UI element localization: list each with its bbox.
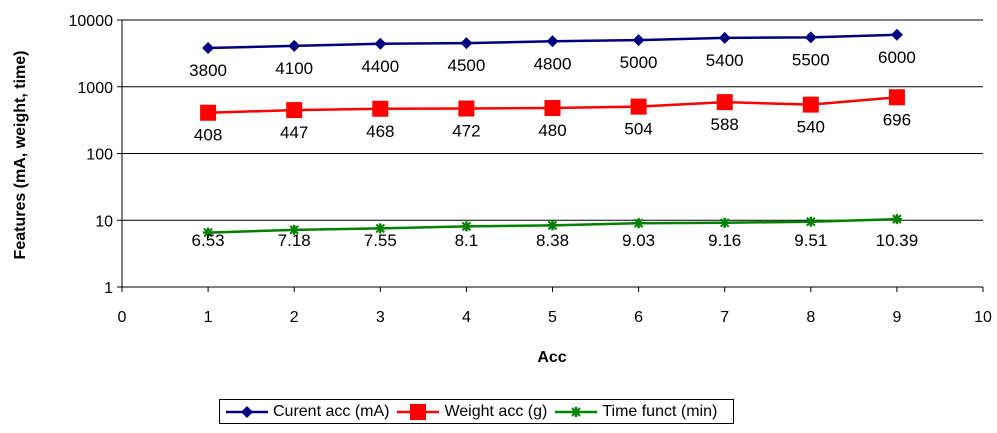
x-tick-label: 8 [806,309,815,326]
data-label: 472 [452,122,480,141]
data-label: 480 [538,121,566,140]
data-point [461,221,472,232]
legend-item: Time funct (min) [553,403,717,421]
data-point [203,227,214,238]
x-tick-label: 5 [548,309,557,326]
data-label: 6.53 [192,231,225,250]
data-point [805,216,816,227]
y-axis-title: Features (mA, weight, time) [12,51,29,260]
data-label: 8.1 [455,231,479,250]
legend-swatch [397,403,440,420]
data-label: 5000 [620,53,658,72]
data-point [374,37,387,50]
data-point [202,42,215,55]
data-labels: 3800 4100 4400 4500 4800 5000 5400 5500 6000 408 4… [189,48,918,250]
legend-marker [410,403,427,420]
series-3 [203,214,902,238]
x-tick-label: 7 [720,309,729,326]
data-point [633,218,644,229]
x-tick-label: 4 [462,309,471,326]
x-tick-label: 10 [974,309,992,326]
x-tick-label: 2 [290,309,299,326]
data-point [375,223,386,234]
data-label: 4400 [361,57,399,76]
series-1 [202,28,903,55]
data-label: 9.16 [708,231,741,250]
data-label: 4500 [447,56,485,75]
x-tick-label: 9 [892,309,901,326]
data-label: 6000 [878,48,916,67]
legend-swatch [555,406,598,417]
series-group [200,28,905,238]
legend-marker [241,405,253,418]
data-point [460,37,473,50]
data-point [718,31,731,44]
data-point [458,100,475,117]
data-label: 4100 [275,59,313,78]
data-point [890,28,903,41]
y-tick-label: 10000 [69,13,114,30]
legend-item: Weight acc (g) [395,403,547,421]
series-2 [200,89,905,121]
legend-swatch [226,405,268,418]
data-point [888,89,905,106]
data-label: 5400 [706,51,744,70]
data-point [288,39,301,52]
data-label: 696 [883,110,911,129]
x-tick-label: 0 [118,309,127,326]
data-point [891,214,902,225]
data-label: 10.39 [876,231,919,250]
data-label: 504 [624,120,652,139]
x-axis-title: Acc [537,349,566,366]
data-label: 9.51 [794,231,827,250]
data-point [630,98,647,115]
y-tick-label: 1000 [77,80,113,97]
data-point [544,100,561,117]
data-point [804,31,817,44]
data-label: 588 [711,115,739,134]
data-point [632,34,645,47]
data-point [289,224,300,235]
data-point [719,217,730,228]
data-point [286,102,303,119]
data-point [547,220,558,231]
x-tick-label: 6 [634,309,643,326]
data-label: 8.38 [536,231,569,250]
data-label: 540 [797,118,825,137]
y-tick-label: 100 [86,147,113,164]
data-label: 7.18 [278,231,311,250]
data-label: 4800 [534,54,572,73]
data-point [200,104,217,121]
data-label: 9.03 [622,231,655,250]
data-label: 7.55 [364,231,397,250]
y-tick-label: 10 [95,213,113,230]
x-tick-label: 3 [376,309,385,326]
legend-label: Curent acc (mA) [273,402,390,420]
x-tick-label: 1 [204,309,213,326]
legend: Curent acc (mA) Weight acc (g) Time funct … [219,399,735,424]
data-label: 3800 [189,61,227,80]
legend-label: Time funct (min) [602,402,718,420]
y-tick-label: 1 [104,280,113,297]
legend-item: Curent acc (mA) [224,403,389,421]
data-point [372,100,389,117]
data-point [716,94,733,111]
data-point [802,96,819,113]
data-label: 468 [366,122,394,141]
legend-label: Weight acc (g) [444,402,548,420]
data-label: 447 [280,123,308,142]
data-label: 408 [194,126,222,145]
legend-marker [571,406,582,417]
data-label: 5500 [792,50,830,69]
data-point [546,35,559,48]
